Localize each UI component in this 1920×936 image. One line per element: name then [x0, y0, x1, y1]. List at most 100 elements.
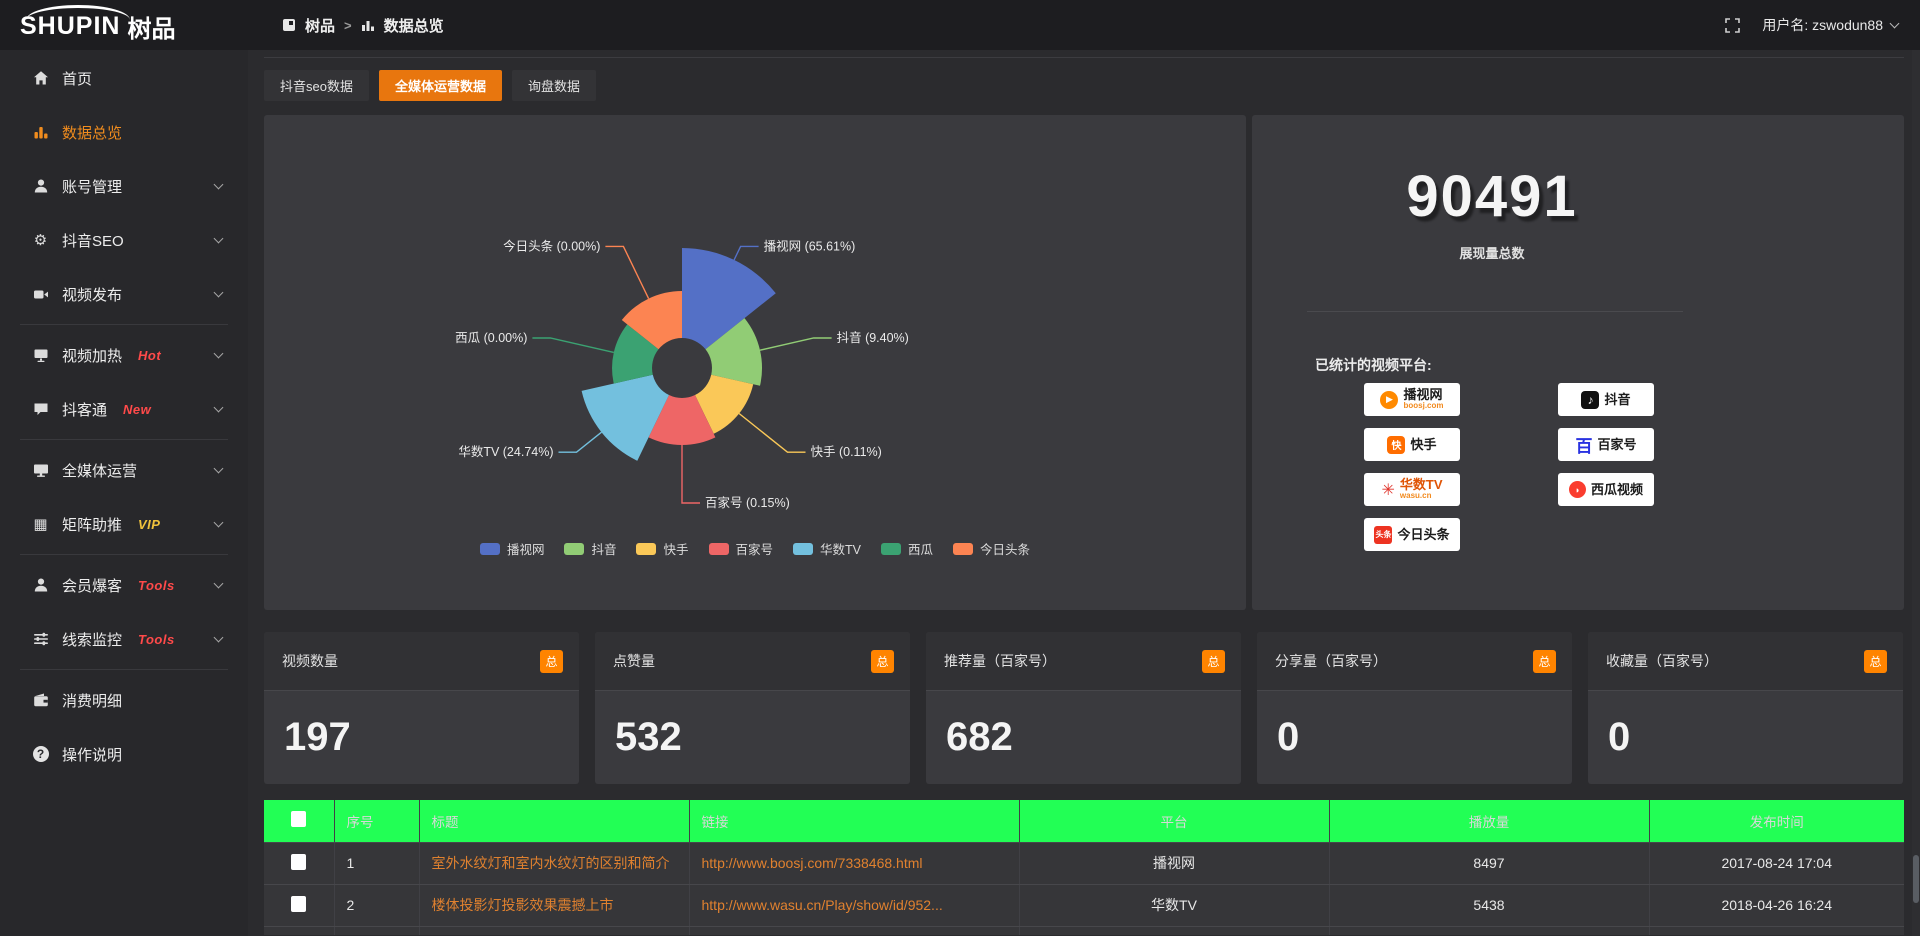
legend-item-西瓜[interactable]: 西瓜 [881, 539, 933, 558]
table-row: 2 楼体投影灯投影效果震撼上市 http://www.wasu.cn/Play/… [264, 884, 1904, 927]
video-camera-icon [32, 286, 49, 303]
legend-swatch [708, 542, 729, 555]
sidebar-item-video-publish[interactable]: 视频发布 [0, 274, 248, 314]
legend-label: 百家号 [735, 543, 774, 557]
sidebar-item-account-management[interactable]: 账号管理 [0, 166, 248, 206]
legend-item-今日头条[interactable]: 今日头条 [953, 539, 1030, 558]
sidebar-divider [20, 439, 228, 440]
legend-item-快手[interactable]: 快手 [636, 539, 689, 558]
pie-leader-line [605, 245, 650, 299]
pie-slice-今日头条[interactable] [621, 291, 682, 350]
pie-slice-百家号[interactable] [648, 395, 716, 446]
platform-badges-left-column: ▶ 播视网 boosj.com 快 快手 ✳ 华数TV wasu.cn 头条 今日头… [1364, 383, 1460, 551]
bar-chart-icon [361, 18, 375, 32]
chevron-down-icon [1889, 18, 1900, 28]
pie-label: 西瓜 (0.00%) [455, 331, 527, 345]
user-menu[interactable]: 用户名: zswodun88 [1762, 15, 1900, 35]
legend-item-华数TV[interactable]: 华数TV [793, 539, 861, 558]
douyin-note-icon: ♪ [1581, 390, 1600, 409]
chevron-down-icon [213, 287, 224, 297]
select-all-checkbox[interactable] [291, 811, 307, 828]
video-url-link[interactable]: http://www.wasu.cn/Play/show/id/952... [701, 897, 943, 913]
gear-icon: ⚙ [33, 231, 48, 249]
sidebar-item-member-baoke[interactable]: 会员爆客 Tools [0, 565, 248, 605]
pie-slice-抖音[interactable] [705, 318, 762, 386]
col-index: 序号 [334, 800, 420, 843]
sidebar-item-douyin-seo[interactable]: ⚙ 抖音SEO [0, 220, 248, 260]
platform-badges-right-column: ♪ 抖音 百 百家号 ◗ 西瓜视频 [1558, 383, 1654, 506]
breadcrumb-current: 数据总览 [383, 17, 444, 35]
sidebar-item-data-overview[interactable]: 数据总览 [0, 112, 248, 152]
row-index: 2 [334, 884, 420, 927]
stat-card-likes: 点赞量总 532 [595, 632, 910, 784]
sidebar-item-video-heat[interactable]: 视频加热 Hot [0, 335, 248, 375]
tab-omnimedia-data[interactable]: 全媒体运营数据 [378, 70, 502, 101]
platform-badge-wasu: ✳ 华数TV wasu.cn [1364, 473, 1460, 506]
scrollbar-thumb[interactable] [1913, 855, 1919, 903]
pie-label: 华数TV (24.74%) [458, 444, 553, 459]
sidebar-item-omnimedia-operation[interactable]: 全媒体运营 [0, 450, 248, 490]
platform-badge-xigua: ◗ 西瓜视频 [1558, 473, 1654, 506]
chevron-down-icon [213, 632, 224, 642]
platform-share-chart-panel: 播视网 (65.61%) 抖音 (9.40%) 快手 (0.11%) 百家号 (0.1… [264, 115, 1246, 610]
video-title-link[interactable]: 楼体投影灯投影效果震撼上市 [431, 897, 614, 913]
pie-slice-快手[interactable] [695, 374, 754, 434]
pie-slice-西瓜[interactable] [612, 324, 659, 384]
table-header-row: 序号 标题 链接 平台 播放量 发布时间 [264, 800, 1904, 843]
chart-legend: 播视网 抖音 快手 百家号 华数TV 西瓜 今日头条 [264, 539, 1246, 558]
legend-item-抖音[interactable]: 抖音 [564, 539, 616, 558]
tab-inquiry-data[interactable]: 询盘数据 [511, 70, 596, 101]
logo-subtext: 树品 [127, 15, 176, 43]
chat-bubble-icon [32, 401, 49, 418]
person-icon [32, 577, 49, 594]
legend-swatch [953, 542, 974, 555]
scrollbar-track[interactable] [1912, 50, 1920, 936]
sidebar-item-clue-monitor[interactable]: 线索监控 Tools [0, 619, 248, 659]
legend-swatch [636, 542, 657, 555]
breadcrumb-separator: > [344, 17, 352, 33]
stat-card-video-count: 视频数量总 197 [264, 632, 579, 784]
breadcrumb-home[interactable]: 树品 [305, 17, 336, 35]
row-time: 2017-08-24 17:04 [1649, 842, 1904, 885]
row-checkbox[interactable] [291, 853, 307, 870]
impressions-total-value: 90491 [1406, 164, 1578, 229]
kuaishou-icon: 快 [1387, 435, 1406, 454]
pie-label: 今日头条 (0.00%) [503, 238, 600, 253]
tools-badge: Tools [138, 631, 175, 647]
video-title-link[interactable]: 室外水纹灯和室内水纹灯的区别和简介 [431, 855, 670, 871]
sidebar-item-home[interactable]: 首页 [0, 58, 248, 98]
username-label: 用户名: zswodun88 [1762, 17, 1883, 33]
sidebar-item-doukertong[interactable]: 抖客通 New [0, 389, 248, 429]
pie-leader-line [532, 337, 614, 354]
legend-swatch [881, 542, 901, 555]
fullscreen-icon[interactable] [1725, 17, 1741, 33]
total-badge: 总 [1533, 650, 1556, 673]
pie-slice-华数TV[interactable] [581, 374, 669, 461]
pie-leader-line [681, 445, 700, 504]
pie-label: 百家号 (0.15%) [705, 495, 790, 510]
legend-item-播视网[interactable]: 播视网 [479, 539, 544, 558]
sidebar-item-spending-details[interactable]: 消费明细 [0, 680, 248, 720]
new-badge: New [123, 401, 152, 417]
legend-swatch [793, 542, 814, 555]
table-row-partial [264, 926, 1904, 935]
tools-badge: Tools [138, 577, 175, 593]
header-divider [264, 57, 1904, 58]
platform-badge-baijiahao: 百 百家号 [1558, 428, 1654, 461]
app-square-icon [282, 18, 296, 32]
stat-cards-row: 视频数量总 197 点赞量总 532 推荐量（百家号）总 682 分享量（百家号… [264, 632, 1904, 784]
stat-card-shares: 分享量（百家号）总 0 [1257, 632, 1572, 784]
pie-slice-播视网[interactable] [682, 248, 776, 350]
video-url-link[interactable]: http://www.boosj.com/7338468.html [701, 855, 923, 871]
logo-text: SHUPIN [20, 4, 130, 41]
tab-bar: 抖音seo数据 全媒体运营数据 询盘数据 [264, 70, 596, 101]
sidebar-item-matrix-boost[interactable]: ▦ 矩阵助推 VIP [0, 504, 248, 544]
legend-item-百家号[interactable]: 百家号 [708, 539, 774, 558]
pie-label: 抖音 (9.40%) [837, 330, 909, 345]
sidebar-divider [20, 669, 228, 670]
sidebar-item-instructions[interactable]: ? 操作说明 [0, 734, 248, 774]
tab-douyin-seo-data[interactable]: 抖音seo数据 [264, 70, 369, 101]
row-checkbox[interactable] [291, 895, 307, 912]
user-icon [32, 178, 49, 195]
platform-badge-douyin: ♪ 抖音 [1558, 383, 1654, 416]
